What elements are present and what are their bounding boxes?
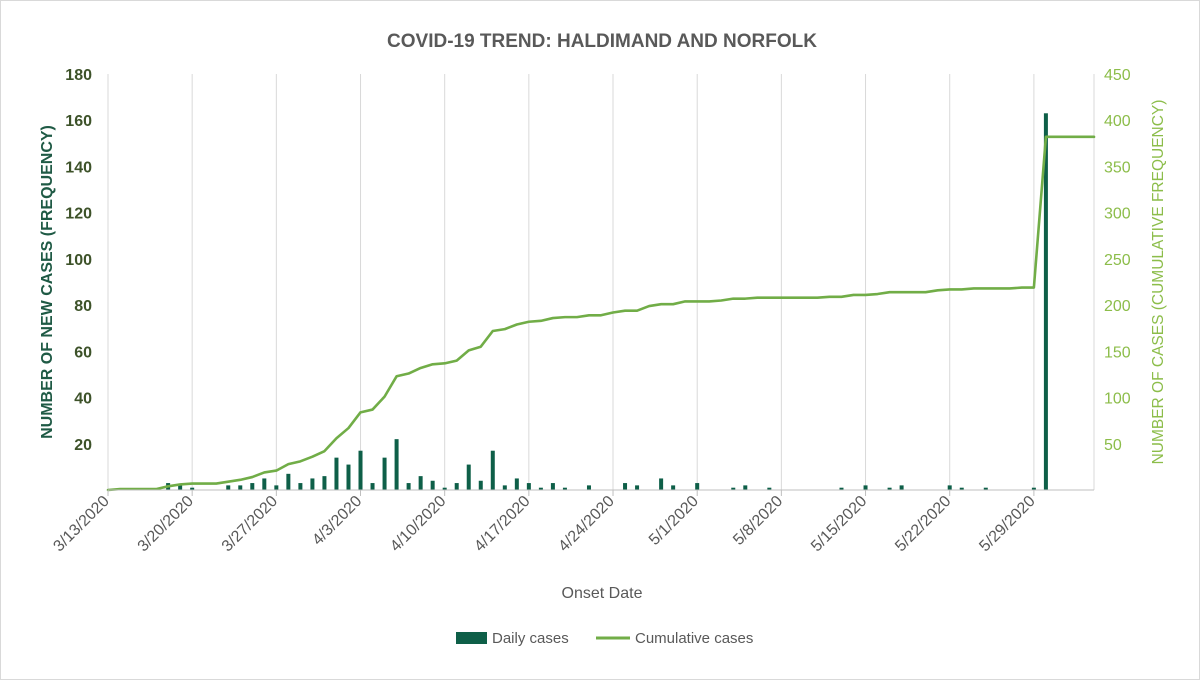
daily-bar xyxy=(334,457,339,490)
y-tick-label-left: 120 xyxy=(65,206,92,223)
daily-bar xyxy=(695,483,700,490)
chart-title: COVID-19 TREND: HALDIMAND AND NORFOLK xyxy=(387,31,817,52)
daily-bar xyxy=(562,487,567,490)
daily-bar xyxy=(454,483,459,490)
daily-bar xyxy=(310,478,315,490)
daily-bar xyxy=(298,483,303,490)
daily-bar xyxy=(286,473,291,490)
daily-bar xyxy=(839,487,844,490)
legend-label-cumulative: Cumulative cases xyxy=(635,630,753,647)
daily-bar xyxy=(466,464,471,490)
y-axis-title-left: NUMBER OF NEW CASES (FREQUENCY) xyxy=(39,125,56,439)
daily-bar xyxy=(250,483,255,490)
daily-bar xyxy=(502,485,507,490)
daily-bar xyxy=(863,485,868,490)
y-tick-label-left: 140 xyxy=(65,159,92,176)
y-tick-label-right: 350 xyxy=(1104,159,1131,176)
daily-bar xyxy=(586,485,591,490)
daily-bar xyxy=(226,485,231,490)
daily-bar xyxy=(382,457,387,490)
cumulative-line xyxy=(106,135,1096,492)
y-tick-label-right: 450 xyxy=(1104,67,1131,84)
y-tick-label-right: 150 xyxy=(1104,344,1131,361)
daily-bar xyxy=(190,487,195,490)
daily-bar xyxy=(731,487,736,490)
x-axis-title: Onset Date xyxy=(562,585,643,602)
daily-bar xyxy=(478,480,483,490)
y-tick-label-left: 60 xyxy=(74,344,92,361)
daily-bar xyxy=(370,483,375,490)
daily-bar xyxy=(490,450,495,490)
daily-bar xyxy=(899,485,904,490)
y-tick-label-right: 300 xyxy=(1104,206,1131,223)
legend: Daily cases Cumulative cases xyxy=(456,630,753,647)
daily-bar xyxy=(418,476,423,490)
cumulative-line-layer xyxy=(106,135,1096,492)
y-tick-label-left: 160 xyxy=(65,113,92,130)
daily-bar xyxy=(526,483,531,490)
daily-bar xyxy=(659,478,664,490)
y-tick-label-right: 200 xyxy=(1104,298,1131,315)
daily-bar xyxy=(623,483,628,490)
daily-bar xyxy=(635,485,640,490)
y-axis-title-right: NUMBER OF CASES (CUMULATIVE FREQUENCY) xyxy=(1150,100,1167,465)
daily-bar xyxy=(406,483,411,490)
y-tick-label-right: 50 xyxy=(1104,437,1122,454)
y-tick-label-left: 20 xyxy=(74,437,92,454)
daily-bar xyxy=(262,478,267,490)
y-tick-label-right: 250 xyxy=(1104,252,1131,269)
y-tick-label-left: 40 xyxy=(74,391,92,408)
y-tick-label-left: 180 xyxy=(65,67,92,84)
daily-bar xyxy=(887,487,892,490)
daily-bar xyxy=(947,485,952,490)
daily-bar xyxy=(671,485,676,490)
daily-bar xyxy=(394,439,399,490)
legend-swatch-daily xyxy=(456,632,487,644)
daily-bar xyxy=(346,464,351,490)
legend-label-daily: Daily cases xyxy=(492,630,569,647)
daily-bar xyxy=(767,487,772,490)
daily-bar xyxy=(983,487,988,490)
daily-bar xyxy=(274,485,279,490)
daily-bar xyxy=(550,483,555,490)
daily-bar xyxy=(538,487,543,490)
daily-bar xyxy=(1043,113,1048,491)
gridlines xyxy=(107,74,1095,490)
daily-bars xyxy=(166,113,1048,491)
daily-bar xyxy=(442,487,447,490)
daily-bar xyxy=(959,487,964,490)
daily-bar xyxy=(514,478,519,490)
y-tick-label-left: 100 xyxy=(65,252,92,269)
daily-bar xyxy=(178,485,183,490)
y-tick-label-right: 100 xyxy=(1104,391,1131,408)
daily-bar xyxy=(743,485,748,490)
daily-bar xyxy=(1031,487,1036,490)
daily-bar xyxy=(358,450,363,490)
y-tick-label-right: 400 xyxy=(1104,113,1131,130)
y-tick-label-left: 80 xyxy=(74,298,92,315)
daily-bar xyxy=(238,485,243,490)
daily-bar xyxy=(322,476,327,490)
daily-bar xyxy=(430,480,435,490)
